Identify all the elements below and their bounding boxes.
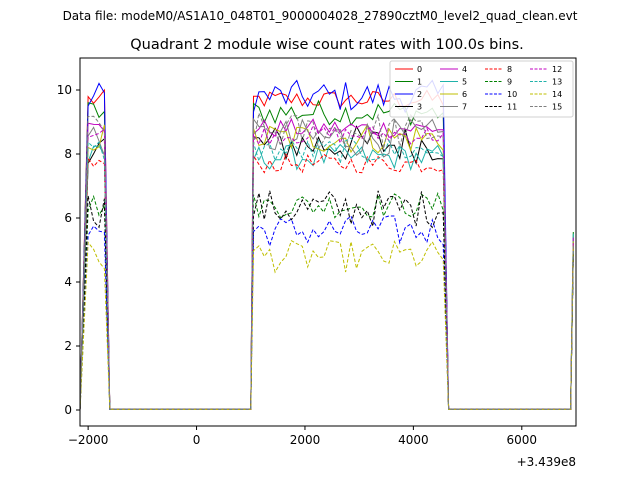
legend-label-14: 14: [552, 90, 562, 99]
legend-label-13: 13: [552, 78, 562, 87]
legend-frame: [389, 60, 574, 118]
x-tick-label: −2000: [68, 433, 109, 447]
legend-label-1: 1: [417, 78, 422, 87]
legend-label-3: 3: [417, 103, 422, 112]
x-tick-label: 2000: [290, 433, 321, 447]
y-axis: 0 2 4 6 8 10: [57, 83, 80, 417]
legend-label-4: 4: [462, 65, 467, 74]
x-axis-offset-label: +3.439e8: [517, 455, 576, 469]
legend-label-8: 8: [507, 65, 512, 74]
y-tick-label: 10: [57, 83, 72, 97]
chart-title: Quadrant 2 module wise count rates with …: [130, 37, 524, 53]
y-tick-label: 4: [64, 275, 72, 289]
legend-label-10: 10: [507, 90, 517, 99]
legend-label-11: 11: [507, 103, 517, 112]
legend-label-0: 0: [417, 65, 422, 74]
figure-suptitle: Data file: modeM0/AS1A10_048T01_90000040…: [63, 9, 578, 23]
y-tick-label: 8: [64, 147, 72, 161]
x-tick-label: 0: [193, 433, 201, 447]
legend-label-7: 7: [462, 103, 467, 112]
plot-area: [79, 57, 577, 427]
x-tick-label: 6000: [507, 433, 538, 447]
series-line-15: [80, 111, 574, 411]
series-layer: [80, 79, 574, 411]
legend-label-9: 9: [507, 78, 512, 87]
legend-label-12: 12: [552, 65, 562, 74]
x-axis: −2000 0 2000 4000 6000: [68, 426, 537, 447]
y-tick-label: 2: [64, 339, 72, 353]
x-tick-label: 4000: [398, 433, 429, 447]
legend-label-15: 15: [552, 103, 562, 112]
y-tick-label: 0: [64, 403, 72, 417]
y-tick-label: 6: [64, 211, 72, 225]
legend-label-6: 6: [462, 90, 467, 99]
axes-frame: [79, 57, 577, 427]
legend-label-5: 5: [462, 78, 467, 87]
legend-label-2: 2: [417, 90, 422, 99]
